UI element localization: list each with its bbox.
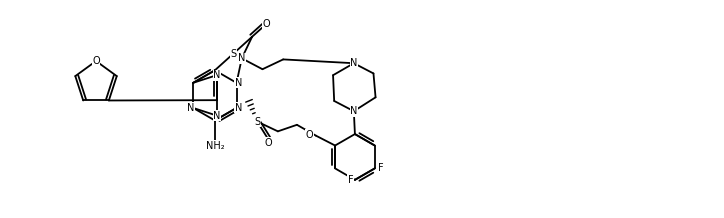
Text: N: N bbox=[214, 111, 221, 121]
Text: NH₂: NH₂ bbox=[206, 141, 224, 150]
Text: F: F bbox=[348, 175, 353, 185]
Text: N: N bbox=[214, 70, 221, 80]
Text: S: S bbox=[230, 49, 237, 58]
Text: N: N bbox=[350, 58, 358, 68]
Text: N: N bbox=[188, 103, 195, 113]
Text: O: O bbox=[306, 130, 313, 140]
Text: F: F bbox=[379, 164, 384, 173]
Text: O: O bbox=[92, 56, 100, 66]
Text: O: O bbox=[263, 19, 270, 29]
Text: O: O bbox=[264, 138, 272, 148]
Text: N: N bbox=[238, 53, 245, 63]
Text: S: S bbox=[254, 117, 260, 126]
Text: N: N bbox=[235, 78, 243, 88]
Text: N: N bbox=[235, 103, 243, 113]
Text: N: N bbox=[350, 106, 358, 116]
